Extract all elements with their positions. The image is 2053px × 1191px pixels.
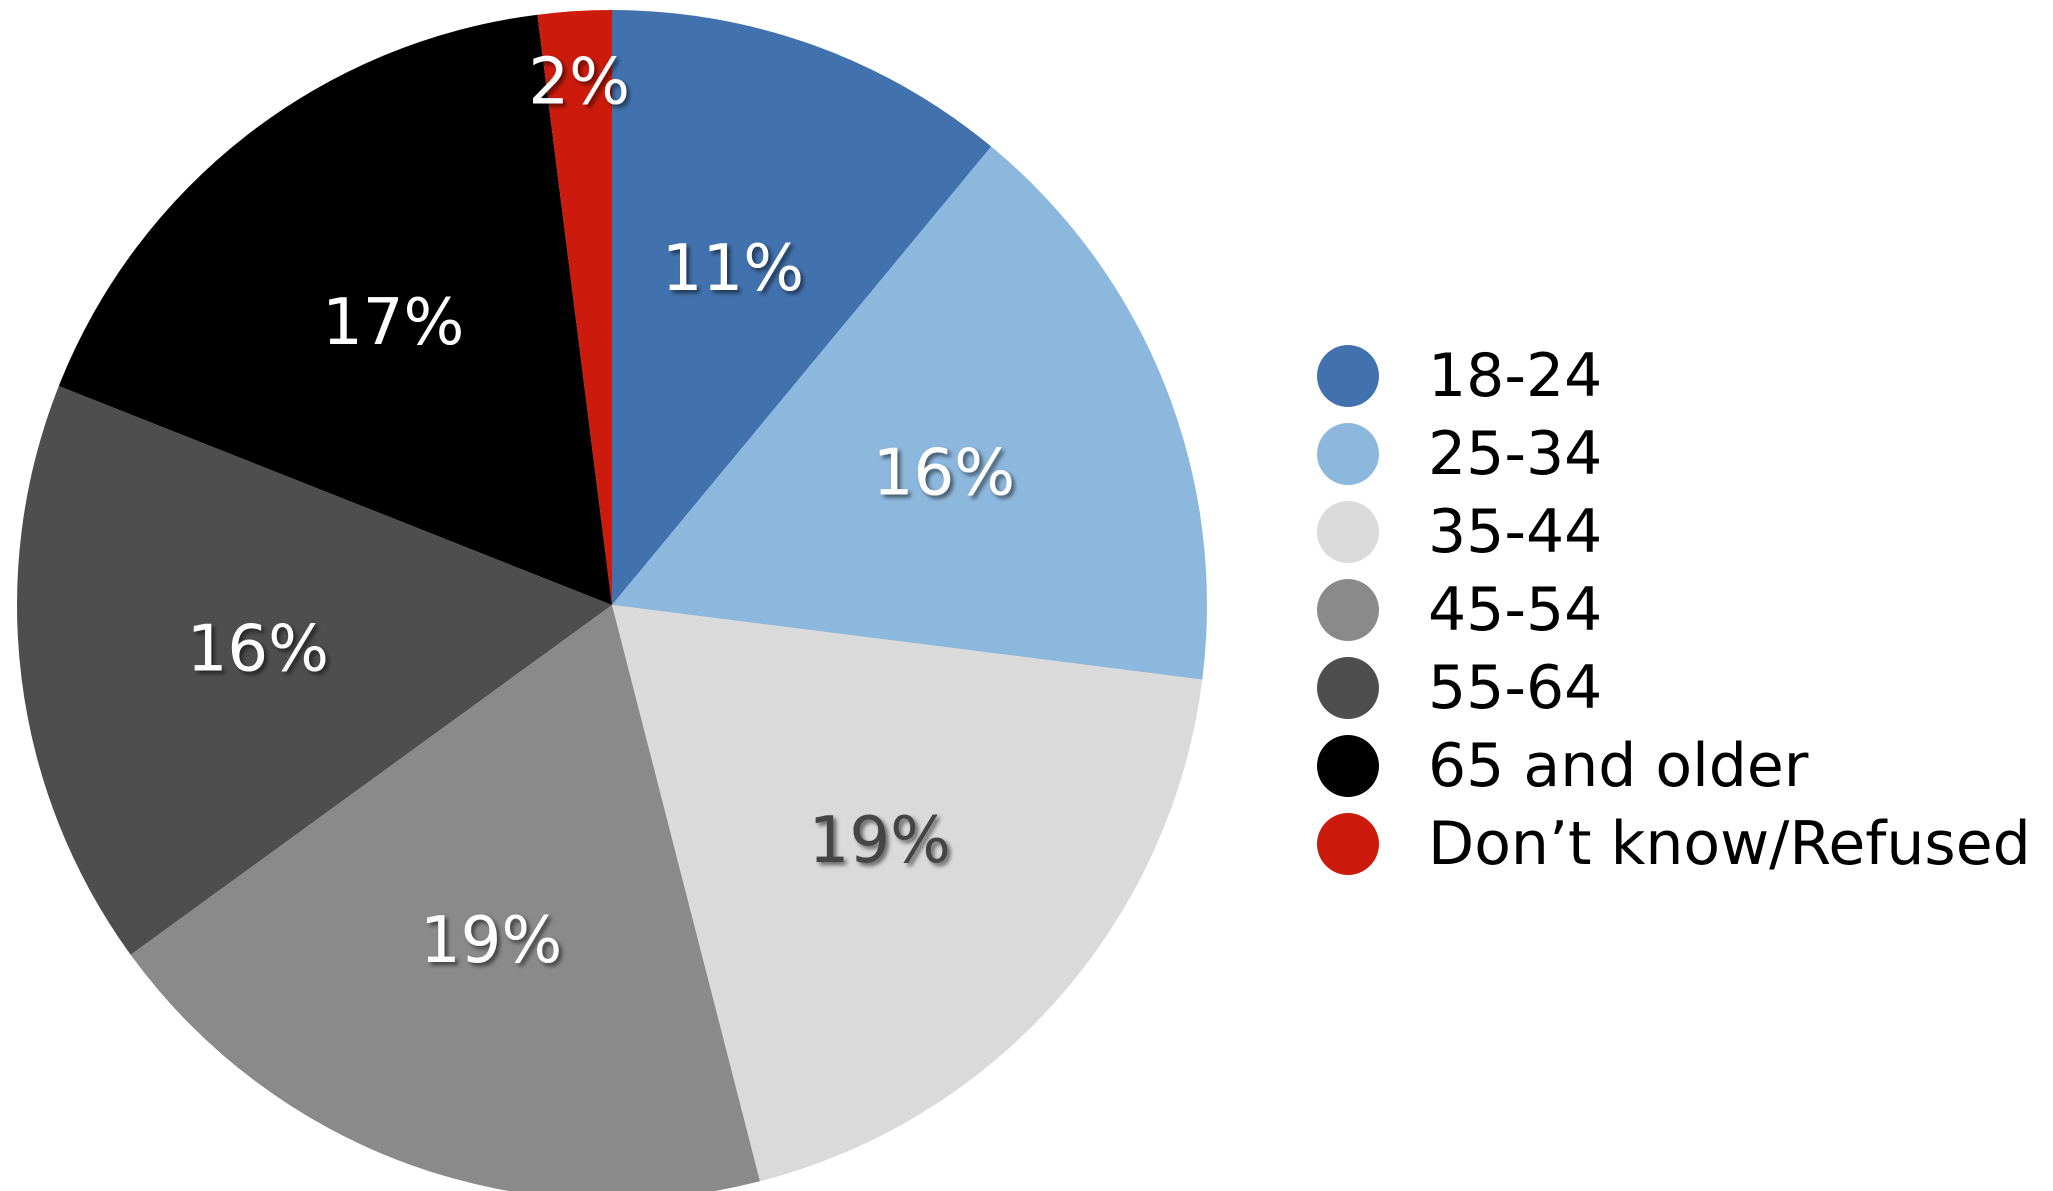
slice-label-5: 17% [322,286,464,360]
pie-slice-1 [612,146,1207,680]
legend-swatch-2 [1317,501,1379,563]
legend-swatch-0 [1317,345,1379,407]
pie-slice-4 [16,385,612,955]
slice-label-4: 16% [187,613,329,687]
legend-swatch-3 [1317,579,1379,641]
legend-swatch-5 [1317,735,1379,797]
legend-label-0: 18-24 [1428,341,1602,411]
pie-slices [16,10,1207,1191]
legend-swatch-6 [1317,813,1379,875]
legend-label-6: Don’t know/Refused [1428,809,2031,879]
pie-slice-6 [537,10,612,605]
slice-label-3: 19% [420,904,562,978]
legend-label-5: 65 and older [1428,731,1809,801]
legend-label-3: 45-54 [1428,575,1602,645]
legend-label-2: 35-44 [1428,497,1602,567]
slice-label-0: 11% [662,232,804,306]
pie-slice-3 [130,605,760,1191]
legend-label-4: 55-64 [1428,653,1602,723]
slice-label-2: 19% [809,804,951,878]
pie-slice-5 [58,14,613,605]
legend-swatch-1 [1317,423,1379,485]
legend-swatch-4 [1317,657,1379,719]
legend: 18-24 25-34 35-44 45-54 55-64 65 and older Don… [1317,341,2031,879]
pie-slice-2 [612,605,1203,1182]
slice-label-6: 2% [528,45,630,119]
pie-slice-labels: 11% 16% 19% 19% 16% 17% 2% [187,45,1015,977]
slice-label-1: 16% [873,437,1015,511]
pie-slice-0 [612,10,992,605]
legend-label-1: 25-34 [1428,419,1602,489]
